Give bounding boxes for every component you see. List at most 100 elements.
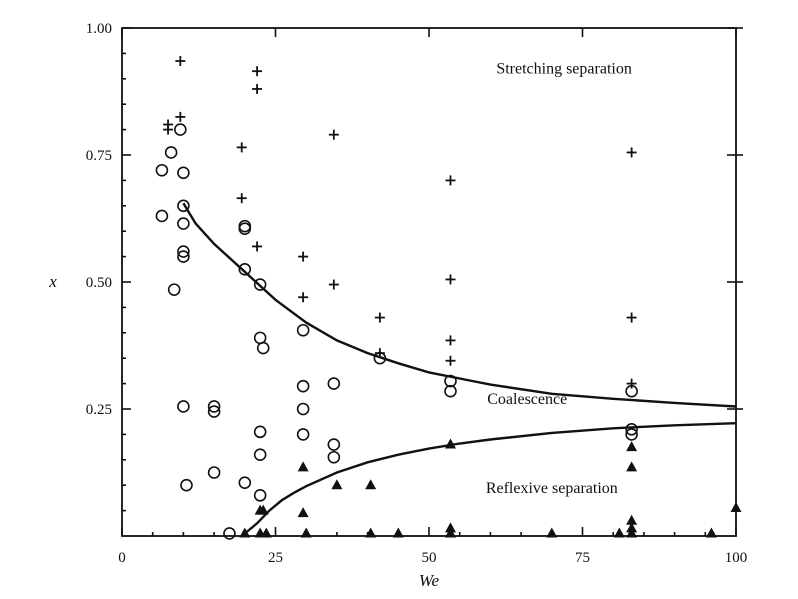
region-label: Stretching separation — [496, 61, 632, 78]
circle-marker — [327, 450, 341, 464]
circle-marker — [327, 377, 341, 390]
triangle-marker — [392, 527, 404, 538]
circle-marker — [373, 351, 387, 365]
region-label: Coalescence — [487, 391, 567, 408]
triangle-marker — [626, 527, 638, 538]
circle-marker — [625, 423, 638, 436]
plus-marker — [298, 251, 309, 262]
x-tick-label: 100 — [725, 550, 748, 566]
circle-marker — [177, 245, 190, 258]
circle-marker — [177, 400, 190, 413]
plus-marker — [374, 312, 385, 323]
circle-marker — [444, 384, 457, 398]
circle-marker — [253, 489, 267, 502]
circle-marker — [207, 405, 221, 418]
labels: 0 25 50 75 100 0.25 0.50 0.75 1.00 We x Stretching … — [48, 21, 747, 590]
circle-marker — [296, 323, 310, 337]
circle-marker — [444, 374, 457, 388]
circle-marker — [253, 278, 267, 291]
x-tick-label: 25 — [268, 550, 283, 566]
triangle-marker — [730, 502, 742, 513]
plus-marker — [298, 292, 309, 303]
plus-marker — [328, 129, 339, 140]
circle-marker — [177, 250, 190, 263]
y-tick-label: 0.75 — [86, 148, 112, 164]
circle-marker — [167, 283, 181, 296]
plus-marker — [328, 279, 339, 290]
x-tick-label: 75 — [575, 550, 590, 566]
circle-marker — [253, 425, 267, 439]
upper-boundary-curve — [182, 202, 737, 408]
plus-marker — [252, 83, 263, 94]
triangle-marker — [613, 527, 625, 538]
triangle-marker — [297, 507, 309, 518]
circle-marker — [155, 163, 169, 177]
plus-marker — [252, 241, 263, 252]
triangle-marker — [331, 479, 343, 490]
circle-marker — [177, 217, 190, 230]
y-tick-label: 0.50 — [86, 275, 112, 291]
data-markers — [155, 56, 742, 540]
circle-marker — [180, 478, 193, 492]
region-label: Reflexive separation — [486, 480, 618, 497]
circle-marker — [253, 448, 267, 462]
circle-marker — [256, 341, 270, 355]
circle-marker — [207, 400, 221, 413]
y-tick-label: 0.25 — [86, 402, 112, 418]
plus-marker — [236, 193, 247, 204]
triangle-marker — [546, 527, 558, 538]
y-axis-label: x — [48, 272, 57, 291]
circle-marker — [625, 428, 638, 441]
triangle-marker — [626, 461, 638, 472]
triangle-marker — [444, 438, 456, 449]
plus-marker — [445, 175, 456, 186]
plot-frame — [121, 27, 737, 537]
triangle-marker — [626, 441, 638, 452]
triangle-marker — [297, 461, 309, 472]
circle-marker — [177, 199, 190, 213]
triangle-marker — [444, 527, 456, 538]
triangle-marker — [365, 527, 377, 538]
circle-marker — [296, 402, 310, 416]
circle-marker — [625, 384, 638, 398]
lower-boundary-curve — [244, 422, 737, 535]
plus-marker — [252, 66, 263, 77]
circle-marker — [238, 476, 252, 489]
plus-marker — [626, 147, 637, 158]
plus-marker — [626, 312, 637, 323]
circle-marker — [238, 222, 252, 235]
circle-marker — [296, 379, 310, 393]
x-axis-label: We — [419, 571, 440, 590]
plus-marker — [445, 274, 456, 285]
circle-marker — [207, 466, 221, 479]
circle-marker — [164, 146, 178, 159]
triangle-marker — [365, 479, 377, 490]
triangle-marker — [444, 522, 456, 533]
circle-marker — [327, 438, 341, 451]
circle-marker — [238, 262, 252, 276]
circle-marker — [238, 219, 252, 233]
x-tick-label: 50 — [422, 550, 437, 566]
triangle-marker — [626, 522, 638, 533]
plus-marker — [626, 378, 637, 389]
triangle-marker — [626, 514, 638, 525]
circle-marker — [253, 331, 267, 345]
circle-marker — [223, 527, 236, 540]
plus-marker — [175, 56, 186, 67]
plus-marker — [163, 124, 174, 135]
circle-marker — [296, 428, 310, 441]
boundary-curves — [182, 202, 737, 535]
y-tick-label: 1.00 — [86, 21, 112, 37]
plus-marker — [175, 111, 186, 122]
plus-marker — [236, 142, 247, 153]
circle-marker — [174, 123, 187, 136]
x-tick-label: 0 — [118, 550, 126, 566]
triangle-marker — [260, 527, 272, 538]
circle-marker — [155, 209, 169, 223]
plus-marker — [445, 355, 456, 366]
plus-marker — [445, 335, 456, 346]
axes — [121, 27, 743, 537]
circle-marker — [177, 166, 190, 180]
triangle-marker — [257, 504, 269, 515]
